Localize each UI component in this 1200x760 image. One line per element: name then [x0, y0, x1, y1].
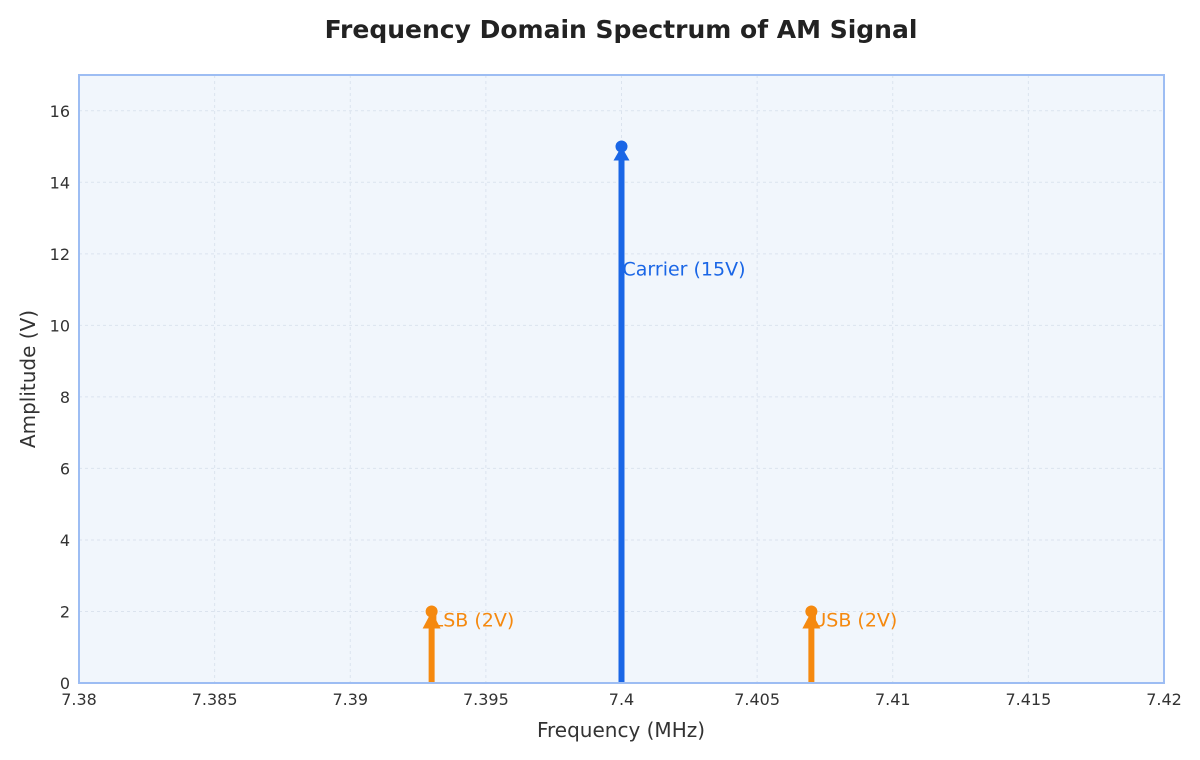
y-axis-ticks: 0 2 4 6 8 10 12 14 16 [50, 102, 70, 693]
stem-arrowhead [802, 611, 821, 629]
x-axis-label: Frequency (MHz) [537, 718, 705, 742]
x-tick-label: 7.395 [463, 690, 509, 709]
y-tick-label: 4 [60, 531, 70, 550]
y-tick-label: 12 [50, 245, 70, 264]
x-tick-label: 7.41 [875, 690, 911, 709]
x-tick-label: 7.385 [192, 690, 238, 709]
y-tick-label: 14 [50, 173, 70, 192]
x-axis-ticks: 7.38 7.385 7.39 7.395 7.4 7.405 7.41 7.415 7.42 [61, 690, 1182, 709]
plot-border [78, 74, 1165, 684]
y-tick-label: 6 [60, 459, 70, 478]
stem-annotation: Carrier (15V) [623, 258, 746, 280]
x-tick-label: 7.38 [61, 690, 97, 709]
stem-marker [805, 605, 818, 618]
x-tick-label: 7.39 [332, 690, 368, 709]
y-tick-label: 10 [50, 316, 70, 335]
y-tick-label: 8 [60, 388, 70, 407]
chart-title: Frequency Domain Spectrum of AM Signal [325, 15, 918, 44]
stem-marker [615, 140, 628, 153]
stems [422, 140, 821, 683]
stem-annotation: USB (2V) [812, 609, 897, 631]
y-tick-label: 2 [60, 602, 70, 621]
stem-arrowhead [613, 146, 630, 161]
x-tick-label: 7.42 [1146, 690, 1182, 709]
stem-arrowhead [422, 611, 441, 629]
x-tick-label: 7.405 [734, 690, 780, 709]
stem-marker [425, 605, 438, 618]
annotations: LSB (2V) Carrier (15V) USB (2V) [433, 258, 898, 631]
y-tick-label: 0 [60, 674, 70, 693]
y-axis-label: Amplitude (V) [16, 310, 40, 448]
stem-annotation: LSB (2V) [433, 609, 515, 631]
x-tick-label: 7.4 [609, 690, 634, 709]
x-tick-label: 7.415 [1005, 690, 1051, 709]
y-tick-label: 16 [50, 102, 70, 121]
